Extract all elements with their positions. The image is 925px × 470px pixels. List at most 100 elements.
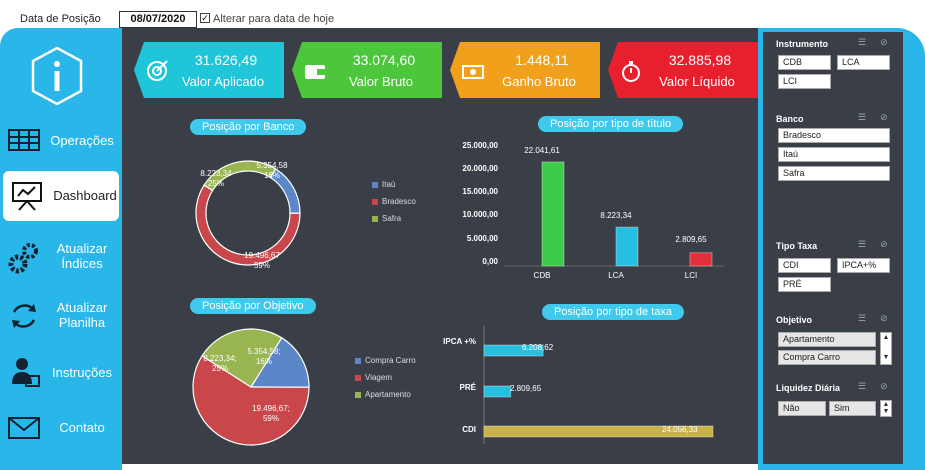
filter-instrumento-lca[interactable]: LCA — [837, 55, 890, 70]
legend-label: Itaú — [382, 180, 396, 189]
hbar-value-pre: 2.809,65 — [510, 384, 542, 393]
donut-slice-safra — [203, 160, 277, 192]
dashboard-frame: Operações Dashboard Atualizar Índices — [0, 28, 925, 470]
pie-label-compra-carro: 5.354,58; 16% — [234, 347, 294, 367]
y-tick: 0,00 — [482, 257, 498, 266]
legend-swatch — [372, 198, 378, 205]
filter-banco-bradesco[interactable]: Bradesco — [778, 128, 890, 143]
hbar-ipca — [483, 344, 544, 357]
nav-operacoes[interactable]: Operações — [0, 116, 122, 166]
filter-banco-safra[interactable]: Safra — [778, 166, 890, 181]
bar-lca — [615, 226, 639, 267]
y-tick-pre: PRÉ — [459, 383, 476, 392]
filter-taxa-ipca[interactable]: IPCA+% — [837, 258, 890, 273]
filter-liquidez-scrollbar[interactable]: ▲ ▼ — [880, 400, 892, 417]
kpi-valor-bruto: 33.074,60 Valor Bruto — [292, 42, 442, 98]
value-label: 5.354,58 — [256, 161, 288, 170]
bar-lci — [689, 252, 713, 267]
table-icon — [8, 129, 40, 151]
legend-label: Safra — [382, 214, 402, 223]
gears-icon — [8, 243, 38, 274]
percent-label: 16% — [255, 357, 272, 366]
refresh-icon — [12, 304, 36, 328]
today-date-checkbox[interactable]: ✓ — [200, 13, 210, 23]
percent-label: 25% — [207, 179, 224, 188]
kpi-value: 32.885,98 — [668, 52, 732, 68]
filter-objetivo-apartamento[interactable]: Apartamento — [778, 332, 876, 347]
nav-contato[interactable]: Contato — [0, 403, 122, 453]
kpi-card-background — [292, 42, 442, 98]
kpi-caption: Valor Aplicado — [181, 74, 265, 89]
nav-contato-label: Contato — [59, 420, 105, 435]
target-icon — [147, 60, 168, 81]
hbar-value-ipca: 6.208,62 — [522, 343, 554, 352]
multiselect-icon[interactable]: ☰ — [858, 37, 867, 47]
nav-atualizar-indices[interactable]: Atualizar Índices — [0, 233, 122, 283]
legend-item: Itaú — [372, 176, 416, 193]
filter-objetivo-title: Objetivo — [776, 315, 813, 325]
multiselect-icon[interactable]: ☰ — [858, 112, 867, 122]
filter-liquidez-nao[interactable]: Não — [778, 401, 826, 416]
pie-label-viagem: 19.496,67; 59% — [240, 404, 302, 424]
filter-instrumento-lci[interactable]: LCI — [778, 74, 831, 89]
filter-liquidez-sim[interactable]: Sim — [829, 401, 876, 416]
legend-item: Safra — [372, 210, 416, 227]
clear-filter-icon[interactable]: ⊘ — [880, 239, 888, 249]
kpi-caption: Ganho Bruto — [502, 74, 576, 89]
multiselect-icon[interactable]: ☰ — [858, 381, 867, 391]
kpi-card-background — [450, 42, 600, 98]
nav-operacoes-label: Operações — [50, 133, 114, 148]
legend-swatch — [355, 357, 361, 364]
clear-filter-icon[interactable]: ⊘ — [880, 381, 888, 391]
nav-dashboard[interactable]: Dashboard — [3, 171, 119, 221]
kpi-valor-aplicado: 31.626,49 Valor Aplicado — [134, 42, 284, 98]
filter-objetivo-scrollbar[interactable]: ▲ ▼ — [880, 332, 892, 365]
clear-filter-icon[interactable]: ⊘ — [880, 112, 888, 122]
bar-chart-titulo — [504, 161, 724, 267]
pie-slice-viagem — [192, 355, 310, 446]
kpi-value: 1.448,11 — [515, 52, 569, 68]
filter-objetivo-compra-carro[interactable]: Compra Carro — [778, 350, 876, 365]
legend-label: Viagem — [365, 373, 392, 382]
info-logo-icon — [31, 46, 83, 106]
chart-title-banco: Posição por Banco — [190, 119, 307, 135]
filter-banco-title: Banco — [776, 114, 804, 124]
filter-panel — [763, 32, 903, 464]
filter-taxa-cdi[interactable]: CDI — [778, 258, 831, 273]
kpi-card-background — [608, 42, 758, 98]
y-tick-cdi: CDI — [462, 425, 476, 434]
sidebar: Operações Dashboard Atualizar Índices — [0, 28, 122, 470]
nav-atualizar-planilha[interactable]: Atualizar Planilha — [0, 292, 122, 342]
filter-taxa-pre[interactable]: PRÉ — [778, 277, 831, 292]
position-date-input[interactable]: 08/07/2020 — [119, 11, 197, 28]
hbar-value-cdi: 24.056,33 — [662, 425, 698, 434]
value-label: 8.223,34 — [200, 169, 232, 178]
legend-item: Compra Carro — [355, 352, 416, 369]
kpi-ganho-bruto: 1.448,11 Ganho Bruto — [450, 42, 600, 98]
multiselect-icon[interactable]: ☰ — [858, 313, 867, 323]
chart-title-titulo: Posição por tipo de título — [538, 116, 684, 132]
presentation-icon — [12, 182, 42, 211]
percent-label: 59% — [253, 261, 270, 270]
y-tick: 15.000,00 — [462, 187, 498, 196]
bar-value-lca: 8.223,34 — [600, 211, 632, 220]
chart-title-taxa: Posição por tipo de taxa — [542, 304, 685, 320]
donut-label-safra: 8.223,34 25% — [186, 169, 246, 189]
bar-value-lci: 2.809,65 — [675, 235, 707, 244]
value-label: 8.223,34; — [203, 354, 237, 363]
user-board-icon — [12, 358, 40, 387]
clear-filter-icon[interactable]: ⊘ — [880, 37, 888, 47]
position-date-bar: Data de Posição 08/07/2020 ✓ Alterar par… — [0, 0, 925, 28]
percent-label: 25% — [211, 364, 228, 373]
pie-label-apartamento: 8.223,34; 25% — [192, 354, 248, 374]
clear-filter-icon[interactable]: ⊘ — [880, 313, 888, 323]
filter-instrumento-cdb[interactable]: CDB — [778, 55, 831, 70]
nav-instrucoes[interactable]: Instruções — [0, 348, 122, 398]
filter-banco-itau[interactable]: Itaú — [778, 147, 890, 162]
y-tick: 25.000,00 — [462, 141, 498, 150]
kpi-value: 33.074,60 — [352, 52, 416, 68]
percent-label: 16% — [263, 171, 280, 180]
multiselect-icon[interactable]: ☰ — [858, 239, 867, 249]
nav-atualizar-indices-label: Atualizar Índices — [56, 241, 108, 271]
filter-tipo-taxa-title: Tipo Taxa — [776, 241, 818, 251]
